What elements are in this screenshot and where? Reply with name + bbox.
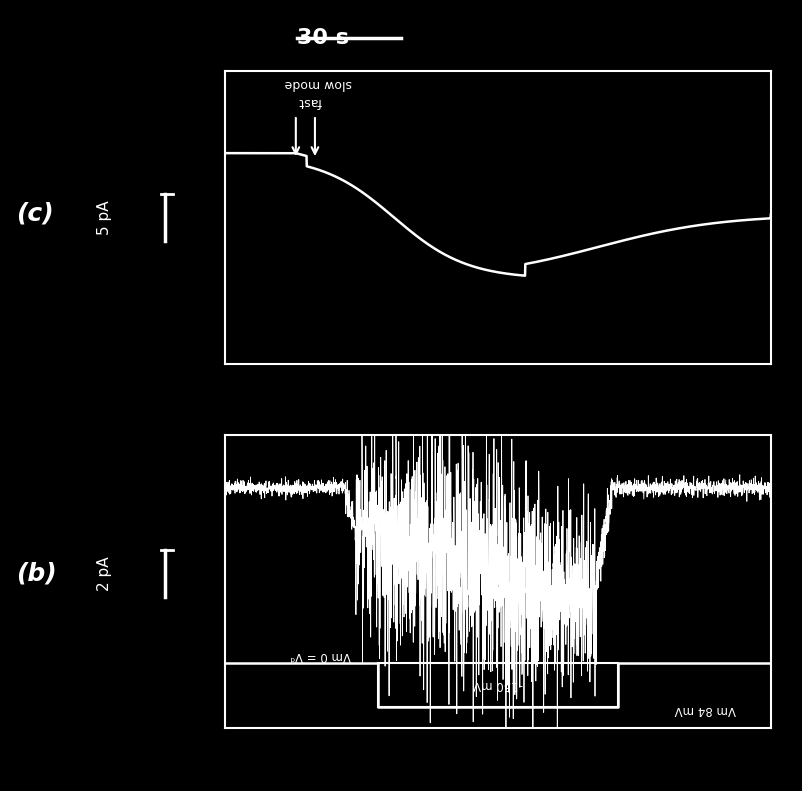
Text: Vm 0 = Vᵈ: Vm 0 = Vᵈ — [290, 649, 350, 662]
Text: Vm 84 mV: Vm 84 mV — [674, 703, 735, 716]
Text: slow mode: slow mode — [285, 77, 352, 90]
Text: (c): (c) — [16, 202, 54, 225]
Text: fast: fast — [298, 95, 322, 108]
Text: 5 pA: 5 pA — [97, 200, 111, 235]
Text: -150 mV: -150 mV — [472, 678, 522, 691]
Bar — [377, 664, 618, 707]
Text: 2 pA: 2 pA — [97, 556, 111, 591]
Text: 30 s: 30 s — [297, 28, 349, 47]
Text: (b): (b) — [16, 562, 57, 585]
